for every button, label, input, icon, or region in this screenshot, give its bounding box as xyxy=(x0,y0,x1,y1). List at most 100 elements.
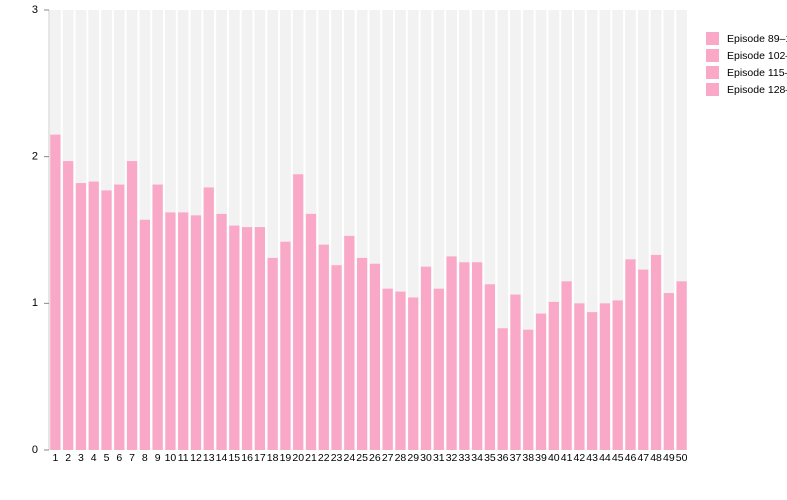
x-tick-label: 11 xyxy=(178,452,189,464)
x-tick-label: 40 xyxy=(548,452,560,464)
bar xyxy=(216,213,227,450)
x-tick-label: 21 xyxy=(305,452,317,464)
column-background xyxy=(356,10,368,450)
x-tick-label: 14 xyxy=(216,452,228,464)
x-tick-label: 13 xyxy=(203,452,215,464)
column-background xyxy=(420,10,432,450)
column-background xyxy=(484,10,496,450)
x-tick-label: 41 xyxy=(561,452,573,464)
bar xyxy=(344,235,355,450)
bar xyxy=(356,257,368,450)
bar xyxy=(267,257,278,450)
x-tick-label: 16 xyxy=(241,452,253,464)
y-tick-label: 1 xyxy=(32,297,38,309)
bar xyxy=(369,263,381,450)
bar xyxy=(318,244,329,450)
column-background xyxy=(395,10,406,450)
bar xyxy=(523,329,534,450)
x-tick-label: 44 xyxy=(599,452,611,464)
column-background xyxy=(586,10,598,450)
x-tick-label: 17 xyxy=(254,452,266,464)
x-tick-label: 43 xyxy=(586,452,598,464)
x-tick-label: 18 xyxy=(267,452,279,464)
x-tick-label: 3 xyxy=(78,452,84,464)
y-tick-label: 0 xyxy=(32,444,38,456)
bar xyxy=(203,187,214,450)
bar xyxy=(382,288,393,450)
column-background xyxy=(382,10,394,450)
bar xyxy=(178,212,189,450)
bar xyxy=(114,184,125,451)
bar xyxy=(395,291,406,450)
x-tick-label: 10 xyxy=(165,452,177,464)
bar xyxy=(548,301,559,450)
column-background xyxy=(446,10,457,450)
x-tick-label: 30 xyxy=(420,452,432,464)
bar xyxy=(165,212,176,450)
x-tick-label: 26 xyxy=(369,452,381,464)
bar xyxy=(433,288,444,450)
bar xyxy=(676,281,687,450)
x-tick-label: 8 xyxy=(142,452,148,464)
x-tick-label: 45 xyxy=(612,452,624,464)
x-tick-label: 31 xyxy=(433,452,445,464)
legend-swatch xyxy=(706,32,719,45)
x-tick-label: 35 xyxy=(484,452,496,464)
bar xyxy=(446,256,457,450)
bar xyxy=(638,269,649,450)
bar xyxy=(510,294,521,450)
x-tick-label: 32 xyxy=(446,452,458,464)
bar xyxy=(152,184,163,451)
x-tick-label: 20 xyxy=(292,452,304,464)
bar xyxy=(241,227,253,450)
x-tick-label: 28 xyxy=(395,452,407,464)
bar xyxy=(229,225,240,450)
x-tick-label: 24 xyxy=(343,452,355,464)
column-background xyxy=(343,10,355,450)
column-background xyxy=(535,10,547,450)
bar xyxy=(254,227,265,450)
x-tick-label: 1 xyxy=(52,452,58,464)
bar xyxy=(574,303,585,450)
x-tick-label: 2 xyxy=(65,452,71,464)
column-background xyxy=(676,10,687,450)
bar xyxy=(101,190,112,450)
legend-label: Episode 89–1 xyxy=(727,33,787,45)
legend-swatch xyxy=(706,66,719,79)
x-tick-label: 46 xyxy=(625,452,637,464)
column-background xyxy=(318,10,330,450)
x-tick-label: 6 xyxy=(116,452,122,464)
x-tick-label: 33 xyxy=(459,452,471,464)
y-tick-label: 2 xyxy=(32,151,38,163)
column-background xyxy=(497,10,509,450)
y-tick-label: 3 xyxy=(32,4,38,16)
legend-swatch xyxy=(706,49,719,62)
x-tick-label: 5 xyxy=(104,452,110,464)
bar xyxy=(139,219,150,450)
column-background xyxy=(637,10,649,450)
column-background xyxy=(522,10,534,450)
column-background xyxy=(548,10,560,450)
bar xyxy=(50,134,61,450)
legend-label: Episode 115– xyxy=(727,67,787,79)
bar xyxy=(280,241,291,450)
column-background xyxy=(433,10,445,450)
bar xyxy=(561,281,572,450)
bar xyxy=(535,313,547,450)
column-background xyxy=(625,10,636,450)
x-tick-label: 39 xyxy=(535,452,547,464)
x-tick-label: 15 xyxy=(228,452,240,464)
x-tick-label: 4 xyxy=(91,452,97,464)
bar xyxy=(88,181,99,450)
column-background xyxy=(599,10,611,450)
bar xyxy=(459,262,470,450)
bar xyxy=(420,266,432,450)
bar xyxy=(75,183,87,451)
x-tick-label: 48 xyxy=(650,452,662,464)
x-tick-label: 19 xyxy=(280,452,292,464)
column-background xyxy=(471,10,483,450)
column-background xyxy=(573,10,585,450)
column-background xyxy=(407,10,419,450)
legend-swatch xyxy=(706,83,719,96)
